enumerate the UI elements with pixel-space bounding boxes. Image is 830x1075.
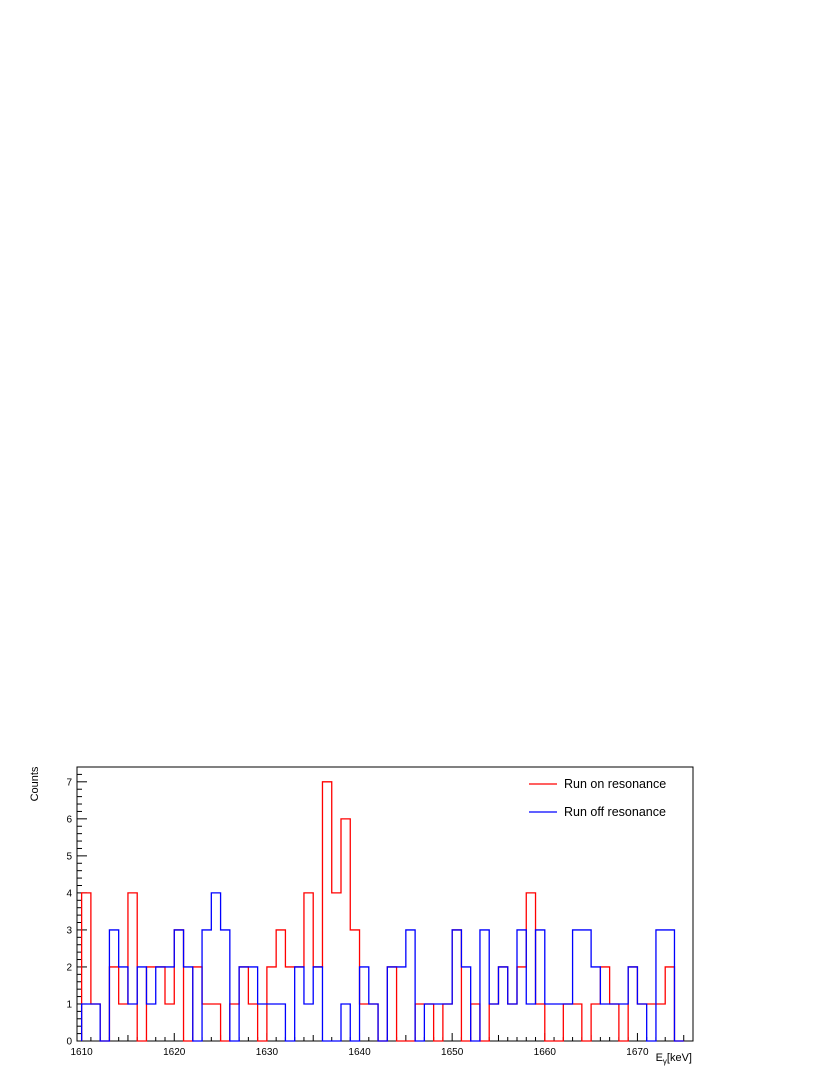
x-axis: 1610 1620 1630 1640 1650 1660 1670 [71,1033,694,1058]
x-tick-label: 1660 [534,1047,557,1058]
y-tick-label: 0 [66,1037,72,1048]
y-axis-title: Counts [29,766,41,801]
series-on-resonance [80,781,684,1042]
y-tick-label: 7 [66,777,72,788]
x-axis-title-sub: γ [663,1057,667,1066]
y-tick-label: 1 [66,999,72,1010]
y-tick-label: 3 [66,925,72,936]
y-tick-label: 6 [66,814,72,825]
y-tick-label: 2 [66,962,72,973]
x-tick-label: 1640 [348,1047,371,1058]
x-axis-title-unit: [keV] [667,1052,692,1064]
x-tick-label: 1650 [441,1047,464,1058]
legend-label-on-resonance: Run on resonance [564,777,666,791]
series-layer [80,781,684,1042]
y-tick-label: 5 [66,851,72,862]
x-axis-title: Eγ[keV] [656,1052,692,1066]
legend-label-off-resonance: Run off resonance [564,805,666,819]
x-tick-label: 1670 [626,1047,649,1058]
x-axis-title-main: E [656,1052,663,1064]
histogram-step-line [80,892,684,1042]
legend: Run on resonance Run off resonance [529,777,666,819]
x-tick-label: 1620 [163,1047,186,1058]
y-tick-label: 4 [66,888,72,899]
x-tick-label: 1610 [71,1047,94,1058]
series-off-resonance [80,892,684,1042]
x-tick-label: 1630 [256,1047,279,1058]
histogram-step-line [80,781,684,1042]
